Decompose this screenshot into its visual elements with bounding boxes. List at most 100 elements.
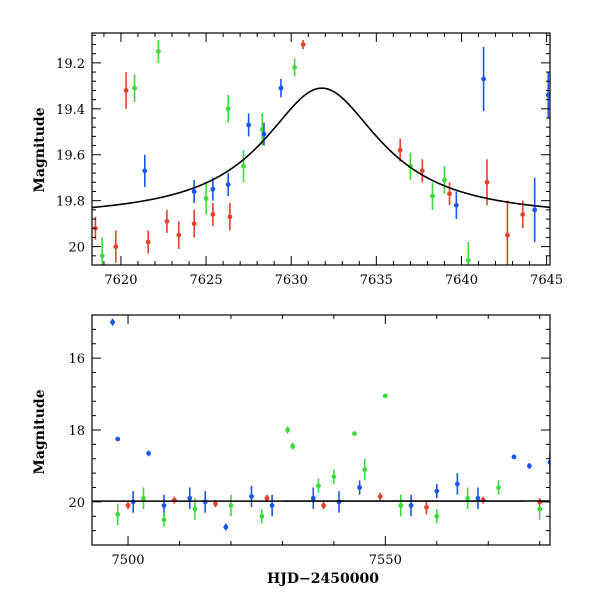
top-point [164, 209, 170, 233]
top-ytick-label: 20 [68, 241, 85, 256]
bottom-point [285, 426, 290, 434]
bottom-point [187, 487, 193, 510]
top-point [176, 221, 182, 249]
top-ytick-label: 19.2 [56, 57, 85, 72]
bottom-point [589, 509, 594, 523]
bottom-point [316, 478, 321, 493]
bottom-plot-frame [91, 314, 551, 546]
bottom-point [290, 442, 296, 450]
bottom-point [382, 393, 388, 399]
top-point [142, 154, 148, 187]
top-point [419, 159, 425, 183]
bottom-point [424, 500, 429, 515]
top-point [481, 46, 486, 112]
top-points [93, 39, 550, 265]
top-point [227, 202, 233, 231]
bottom-point [141, 487, 146, 510]
bottom-point [223, 523, 229, 531]
top-xtick-label: 7625 [190, 273, 223, 288]
bottom-ytick-label: 18 [68, 424, 85, 439]
bottom-point [454, 473, 460, 495]
top-point [505, 200, 510, 265]
top-point [442, 166, 447, 194]
top-point [225, 173, 231, 197]
bottom-point [357, 480, 362, 495]
top-point [447, 182, 452, 206]
bottom-point [568, 394, 573, 401]
top-point [545, 72, 550, 118]
bottom-point [321, 501, 326, 510]
bottom-xtick-label: 7550 [369, 553, 402, 568]
bottom-point [259, 509, 265, 524]
top-model-curve [92, 87, 550, 209]
bottom-point [465, 487, 471, 510]
bottom-point [228, 494, 234, 517]
top-point [397, 138, 403, 162]
bottom-ytick-label: 20 [68, 496, 85, 511]
bottom-point [527, 463, 532, 469]
bottom-xlabel: HJD−2450000 [267, 571, 379, 587]
top-xtick-label: 7620 [104, 273, 137, 288]
bottom-panel: Magnitude HJD−2450000 750075507600765016… [32, 314, 599, 587]
top-xtick-label: 7635 [360, 273, 393, 288]
bottom-point [434, 509, 440, 524]
bottom-ylabel: Magnitude [32, 389, 48, 474]
bottom-point [511, 454, 517, 460]
top-point [203, 182, 209, 215]
top-point [292, 58, 298, 77]
top-point [225, 95, 231, 123]
top-panel: Magnitude 7620 7625 7630 7635 7640 7645 19.2 19… [32, 32, 563, 288]
top-xtick-label: 7630 [275, 273, 308, 288]
top-xtick-label: 7640 [445, 273, 478, 288]
bottom-point [249, 485, 254, 508]
bottom-point [115, 436, 121, 442]
bottom-point [408, 494, 414, 517]
top-ytick-label: 19.4 [56, 103, 85, 118]
top-ylabel: Magnitude [32, 107, 48, 192]
top-ytick-label: 19.6 [56, 149, 85, 164]
top-point [132, 74, 137, 102]
bottom-point [110, 318, 115, 326]
top-point [430, 182, 435, 210]
top-point [246, 113, 252, 137]
bottom-point [171, 496, 177, 504]
top-plot-frame [91, 32, 551, 266]
top-point [453, 191, 459, 220]
bottom-point [362, 458, 368, 481]
top-point [241, 150, 246, 183]
bottom-point [377, 492, 383, 501]
bottom-point [398, 494, 404, 517]
top-point [278, 78, 284, 98]
top-point [532, 177, 538, 243]
top-ytick-label: 19.8 [56, 195, 85, 210]
bottom-point [269, 494, 275, 517]
top-xtick-label: 7645 [530, 273, 563, 288]
top-point [113, 230, 119, 263]
top-point [156, 39, 161, 63]
top-point [210, 202, 216, 226]
bottom-point [568, 491, 573, 513]
bottom-point [480, 496, 486, 504]
bottom-point [594, 495, 599, 502]
top-point [191, 209, 197, 238]
top-point [99, 237, 105, 265]
top-point [191, 180, 197, 203]
top-point [145, 230, 151, 254]
top-point [300, 39, 306, 50]
top-point [123, 72, 129, 109]
bottom-point [434, 483, 440, 499]
bottom-point [310, 487, 316, 510]
bottom-ytick-label: 16 [68, 352, 85, 367]
bottom-xtick-label: 7500 [111, 553, 144, 568]
top-point [520, 200, 526, 229]
bottom-point [125, 501, 131, 510]
bottom-point [475, 487, 481, 510]
bottom-point [331, 469, 337, 484]
bottom-point [161, 512, 167, 528]
top-point [465, 242, 471, 265]
top-point [261, 122, 267, 146]
bottom-point [146, 450, 152, 457]
bottom-point [115, 503, 121, 526]
bottom-point [496, 480, 501, 495]
